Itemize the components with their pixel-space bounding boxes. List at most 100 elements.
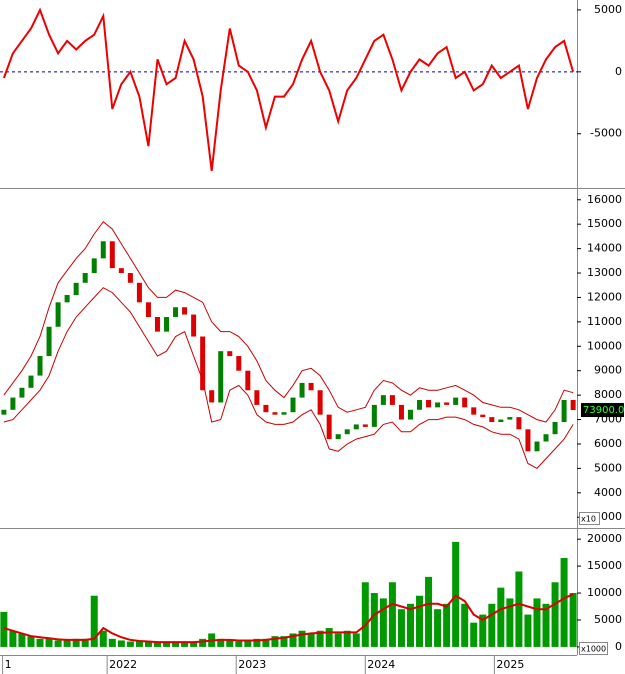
volume-bar: [18, 633, 26, 647]
volume-bar: [126, 641, 134, 647]
candle: [380, 395, 386, 405]
y-tick-label: 0: [615, 65, 622, 78]
volume-average: [3, 593, 574, 644]
candle: [407, 409, 413, 420]
volume-bar: [45, 638, 53, 647]
volume-bar: [506, 598, 514, 647]
x-tick-label: 2023: [238, 658, 266, 671]
candle: [489, 417, 495, 422]
candle: [534, 441, 540, 452]
candle: [398, 404, 404, 420]
y-tick-label: 10000: [587, 586, 622, 599]
candle: [191, 314, 197, 337]
candle: [525, 429, 531, 452]
candle: [64, 295, 70, 303]
candle: [480, 414, 486, 418]
candle: [236, 356, 242, 371]
candle: [498, 419, 504, 422]
unit-box: [579, 642, 608, 655]
candle: [471, 407, 477, 415]
unit-label: x10: [581, 515, 596, 524]
volume-bar: [388, 582, 396, 647]
candle: [254, 390, 260, 405]
candle: [444, 402, 450, 405]
candle: [453, 397, 459, 405]
y-tick-label: 11000: [587, 315, 622, 328]
band-line: [3, 287, 574, 470]
volume-bar: [443, 603, 451, 647]
y-tick-label: 5000: [594, 3, 622, 16]
x-tick-label: 2025: [496, 658, 524, 671]
volume-bar: [533, 598, 541, 647]
candle: [435, 402, 441, 408]
candle: [317, 390, 323, 415]
volume-bar: [280, 636, 288, 647]
volume-bar: [135, 641, 143, 647]
candle: [552, 421, 558, 435]
volume-bar: [289, 633, 297, 647]
candle: [1, 409, 7, 415]
candle: [561, 400, 567, 422]
candle: [136, 282, 142, 303]
unit-box: [579, 512, 600, 525]
candle: [426, 400, 432, 408]
volume-bar: [560, 558, 568, 647]
x-tick-label: 2024: [367, 658, 395, 671]
candle: [118, 268, 124, 274]
x-tick-label: 1: [5, 658, 12, 671]
volume-bar: [370, 593, 378, 647]
volume-bar: [117, 640, 125, 647]
candle: [570, 400, 576, 411]
volume-bar: [163, 642, 171, 647]
candle: [308, 382, 314, 391]
volume-bar: [199, 638, 207, 647]
volume-bar: [307, 633, 315, 647]
volume-bar: [397, 609, 405, 647]
y-tick-label: 9000: [594, 364, 622, 377]
candle: [507, 417, 513, 420]
candle: [37, 356, 43, 376]
volume-bar: [425, 576, 433, 647]
volume-bar: [515, 571, 523, 647]
volume-bar: [262, 638, 270, 647]
candle: [127, 273, 133, 283]
candle: [299, 382, 305, 398]
volume-bar: [461, 603, 469, 647]
y-tick-label: 20000: [587, 532, 622, 545]
volume-bar: [226, 640, 234, 647]
y-tick-label: 5000: [594, 461, 622, 474]
volume-bar: [217, 638, 225, 647]
band-line: [3, 220, 574, 423]
price-tag: 73900.0: [583, 405, 624, 416]
volume-bar: [108, 638, 116, 647]
volume-bar: [99, 630, 107, 647]
candle: [73, 282, 79, 296]
y-tick-label: 13000: [587, 266, 622, 279]
candle: [164, 316, 170, 332]
volume-bar: [36, 638, 44, 647]
volume-bar: [63, 640, 71, 647]
volume-bar: [54, 640, 62, 647]
volume-bar: [406, 603, 414, 647]
candle: [55, 302, 61, 327]
candle: [182, 307, 188, 315]
candle: [245, 370, 251, 391]
y-tick-label: 8000: [594, 388, 622, 401]
candle: [326, 414, 332, 440]
volume-bar: [434, 609, 442, 647]
candle: [209, 390, 215, 403]
candle: [227, 351, 233, 357]
volume-bar: [153, 642, 161, 647]
volume-bar: [542, 603, 550, 647]
y-tick-label: 10000: [587, 339, 622, 352]
candle: [371, 404, 377, 427]
volume-bar: [0, 611, 8, 647]
y-tick-label: -5000: [590, 127, 622, 140]
candle: [19, 387, 25, 398]
candle: [344, 429, 350, 435]
candle: [82, 273, 88, 283]
candle: [272, 412, 278, 415]
y-tick-label: 3000: [594, 510, 622, 523]
volume-bar: [352, 633, 360, 647]
